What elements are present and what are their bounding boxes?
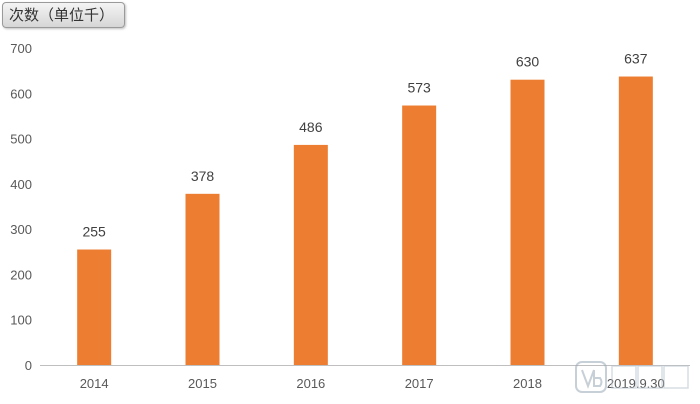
unit-label: 次数（单位千） [2, 2, 126, 28]
bar [293, 144, 328, 365]
data-labels: 255 378 486 573 630 637 [82, 51, 647, 240]
y-tick-label: 300 [10, 222, 32, 237]
x-tick-label: 2019.9.30 [607, 376, 665, 391]
y-tick-label: 500 [10, 132, 32, 147]
bars [77, 76, 653, 366]
bar [77, 249, 112, 365]
y-tick-label: 600 [10, 86, 32, 101]
data-label: 486 [299, 119, 323, 135]
x-tick-label: 2016 [296, 376, 325, 391]
y-tick-label: 200 [10, 267, 32, 282]
data-label: 255 [82, 224, 106, 240]
bar [185, 193, 220, 365]
x-axis: 2014 2015 2016 2017 2018 2019.9.30 [40, 365, 690, 391]
y-tick-label: 700 [10, 41, 32, 56]
bar [402, 105, 437, 366]
data-label: 637 [624, 51, 648, 67]
bar [510, 79, 545, 365]
x-tick-label: 2017 [405, 376, 434, 391]
bar [618, 76, 653, 365]
y-tick-label: 400 [10, 177, 32, 192]
x-tick-label: 2014 [80, 376, 109, 391]
y-axis: 0 100 200 300 400 500 600 700 [10, 41, 32, 373]
x-tick-label: 2018 [513, 376, 542, 391]
y-tick-label: 100 [10, 313, 32, 328]
data-label: 378 [191, 168, 215, 184]
data-label: 630 [516, 54, 540, 70]
data-label: 573 [407, 80, 431, 96]
y-tick-label: 0 [25, 358, 32, 373]
x-tick-label: 2015 [188, 376, 217, 391]
